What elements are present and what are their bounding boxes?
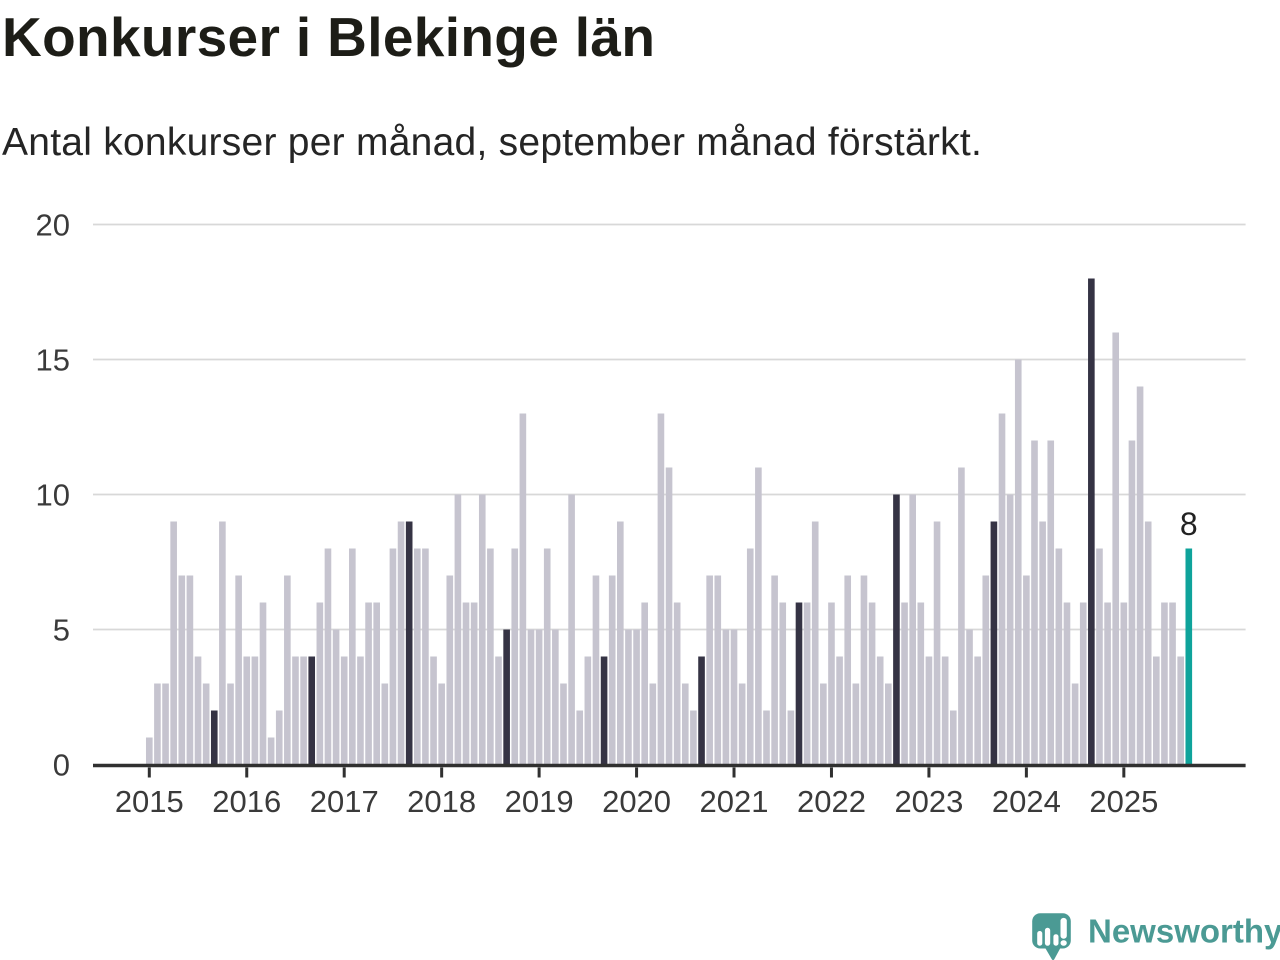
- svg-text:5: 5: [53, 613, 70, 648]
- svg-text:8: 8: [1180, 506, 1198, 542]
- svg-text:2019: 2019: [505, 784, 574, 819]
- svg-text:2024: 2024: [992, 784, 1061, 819]
- svg-text:2018: 2018: [407, 784, 476, 819]
- svg-text:2020: 2020: [602, 784, 671, 819]
- svg-text:2023: 2023: [894, 784, 963, 819]
- svg-text:10: 10: [36, 478, 70, 513]
- svg-text:2022: 2022: [797, 784, 866, 819]
- svg-text:0: 0: [53, 748, 70, 783]
- svg-text:2015: 2015: [115, 784, 184, 819]
- svg-text:2016: 2016: [212, 784, 281, 819]
- svg-text:2017: 2017: [310, 784, 379, 819]
- svg-text:2021: 2021: [700, 784, 769, 819]
- svg-text:Newsworthy: Newsworthy: [1088, 913, 1280, 950]
- svg-text:15: 15: [36, 343, 70, 378]
- svg-text:20: 20: [36, 208, 70, 243]
- svg-text:2025: 2025: [1089, 784, 1158, 819]
